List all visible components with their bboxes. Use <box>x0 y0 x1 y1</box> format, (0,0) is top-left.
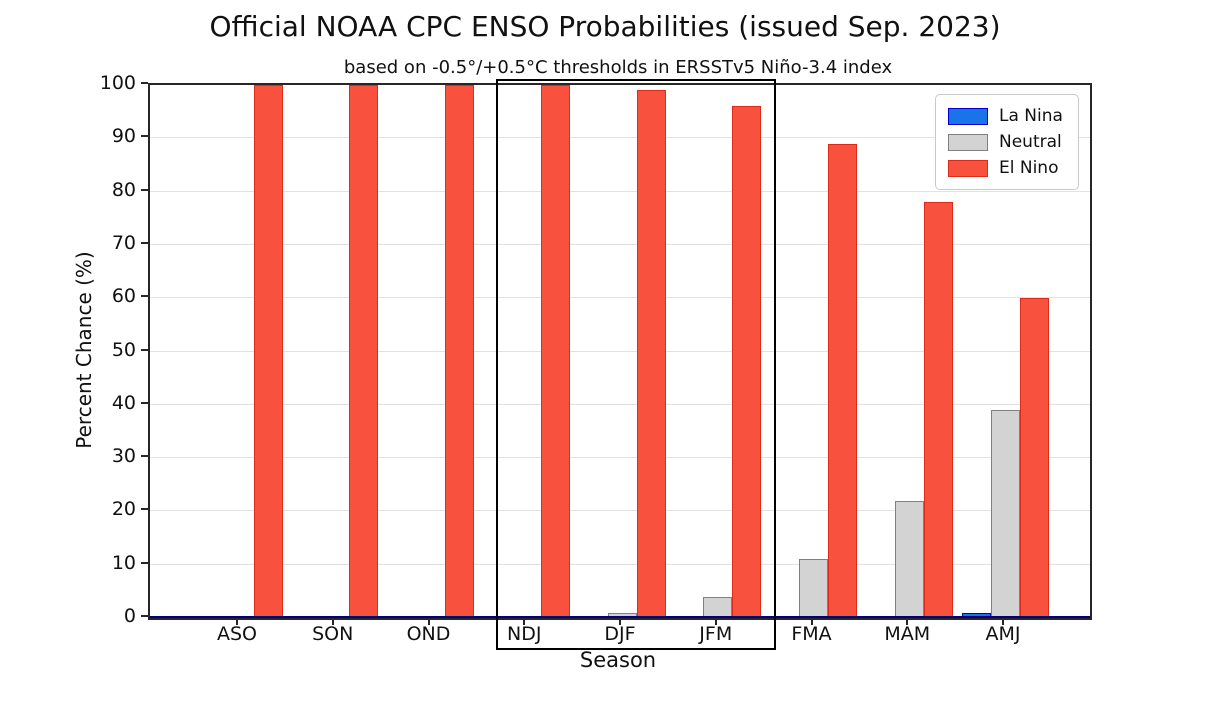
y-tick-mark-90 <box>141 135 148 138</box>
bar-group-DJF <box>579 85 666 618</box>
legend-item-neutral: Neutral <box>948 129 1078 155</box>
gridline-20 <box>150 510 1090 512</box>
x-tick-label-ASO: ASO <box>216 623 257 645</box>
y-tick-mark-30 <box>141 455 148 458</box>
x-tick-mark-SON <box>331 618 334 625</box>
y-tick-label-0: 0 <box>123 605 136 627</box>
x-tick-mark-DJF <box>619 618 621 625</box>
x-tick-mark-ASO <box>236 618 238 625</box>
legend-swatch-la-nina <box>948 107 988 125</box>
x-tick-label-MAM: MAM <box>884 623 931 645</box>
y-tick-mark-80 <box>141 188 148 191</box>
y-tick-mark-50 <box>141 348 148 351</box>
x-tick-label-NDJ: NDJ <box>507 623 542 645</box>
bar-group-SON <box>291 85 379 618</box>
y-tick-label-10: 10 <box>111 551 136 574</box>
bar-group-OND <box>387 85 474 618</box>
x-tick-mark-MAM <box>906 618 909 625</box>
x-tick-mark-AMJ <box>1002 618 1004 625</box>
bar-JFM-neutral <box>703 596 733 618</box>
x-tick-label-OND: OND <box>406 623 451 645</box>
chart-title: Official NOAA CPC ENSO Probabilities (is… <box>209 10 1001 43</box>
legend-label-la-nina: La Nina <box>999 106 1063 126</box>
bar-group-NDJ <box>483 85 570 618</box>
y-tick-label-20: 20 <box>111 498 136 521</box>
gridline-70 <box>150 243 1090 245</box>
bar-SON-el-nino <box>349 85 379 618</box>
y-tick-label-30: 30 <box>111 445 136 468</box>
bar-AMJ-neutral <box>990 410 1020 618</box>
plot-area <box>148 83 1092 620</box>
gridline-50 <box>150 350 1090 352</box>
bar-group-FMA <box>770 85 857 618</box>
y-tick-mark-0 <box>141 615 148 617</box>
x-tick-mark-FMA <box>810 618 813 625</box>
x-tick-mark-OND <box>427 618 430 625</box>
bar-ASO-el-nino <box>253 85 283 618</box>
legend-rows: La Nina Neutral El Nino <box>948 103 1078 181</box>
y-tick-label-70: 70 <box>111 231 136 254</box>
y-tick-mark-20 <box>141 508 148 511</box>
legend: La Nina Neutral El Nino <box>935 94 1079 190</box>
y-tick-label-100: 100 <box>99 72 136 94</box>
bar-group-ASO <box>196 85 283 618</box>
chart-subtitle: based on -0.5°/+0.5°C thresholds in ERSS… <box>343 57 893 78</box>
bar-FMA-neutral <box>799 559 828 618</box>
y-tick-mark-60 <box>141 295 148 298</box>
bar-MAM-neutral <box>894 500 924 618</box>
bar-group-JFM <box>674 85 762 618</box>
legend-swatch-neutral <box>948 133 988 151</box>
y-tick-label-90: 90 <box>111 125 136 148</box>
legend-item-la-nina: La Nina <box>948 103 1078 129</box>
gridline-30 <box>150 457 1090 459</box>
y-tick-mark-10 <box>141 561 148 564</box>
gridline-10 <box>150 563 1090 565</box>
x-tick-label-FMA: FMA <box>791 623 832 645</box>
x-tick-mark-JFM <box>714 618 717 625</box>
bar-FMA-el-nino <box>828 143 857 618</box>
bar-group-AMJ <box>961 85 1049 618</box>
gridline-60 <box>150 297 1090 299</box>
x-tick-mark-NDJ <box>523 618 526 625</box>
x-axis-label: Season <box>579 648 657 672</box>
bar-NDJ-el-nino <box>540 85 570 618</box>
legend-swatch-el-nino <box>948 159 988 177</box>
x-tick-label-SON: SON <box>312 623 354 645</box>
bar-OND-el-nino <box>445 85 474 618</box>
gridline-90 <box>150 137 1090 139</box>
bar-group-MAM <box>866 85 953 618</box>
y-tick-label-80: 80 <box>111 178 136 201</box>
legend-item-el-nino: El Nino <box>948 155 1078 181</box>
y-tick-mark-40 <box>141 401 148 404</box>
legend-label-neutral: Neutral <box>999 132 1062 152</box>
gridline-40 <box>150 403 1090 405</box>
y-tick-mark-100 <box>141 82 148 84</box>
bar-JFM-el-nino <box>732 106 762 618</box>
x-tick-label-DJF: DJF <box>604 623 636 645</box>
y-tick-label-40: 40 <box>111 391 136 414</box>
x-tick-label-AMJ: AMJ <box>985 623 1021 645</box>
bar-DJF-el-nino <box>636 90 666 618</box>
legend-label-el-nino: El Nino <box>999 158 1059 178</box>
y-tick-mark-70 <box>141 241 148 244</box>
zero-baseline <box>150 616 1090 618</box>
y-tick-label-60: 60 <box>111 285 136 308</box>
gridline-80 <box>150 190 1090 192</box>
bar-MAM-el-nino <box>923 202 953 618</box>
x-tick-label-JFM: JFM <box>699 623 733 645</box>
bar-AMJ-el-nino <box>1019 298 1049 618</box>
y-tick-label-50: 50 <box>111 338 136 361</box>
